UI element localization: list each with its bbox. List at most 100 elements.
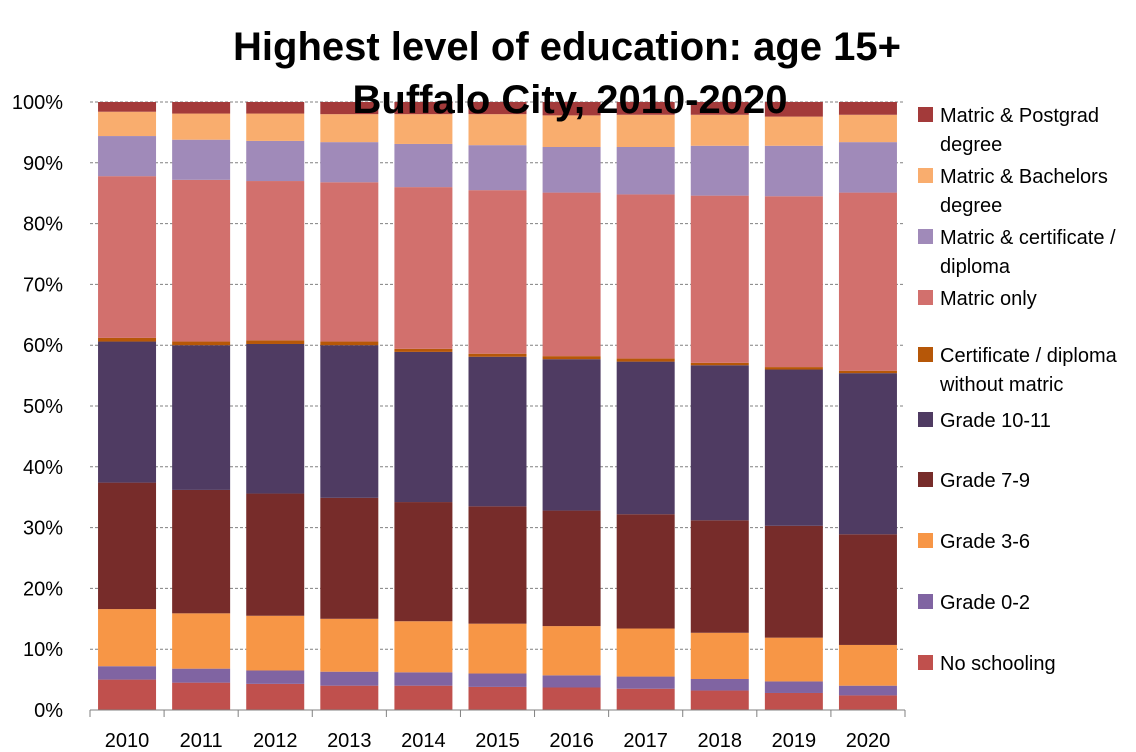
y-tick-label: 80% bbox=[23, 214, 63, 236]
legend-label: Grade 10-11 bbox=[940, 410, 1051, 432]
bar-segment bbox=[468, 356, 527, 507]
x-tick-label: 2015 bbox=[475, 730, 520, 752]
legend-item: Grade 7-9 bbox=[918, 470, 1030, 492]
bar-segment bbox=[542, 146, 601, 193]
bar-segment bbox=[468, 623, 527, 674]
legend-swatch bbox=[918, 290, 933, 305]
bar-segment bbox=[394, 685, 453, 710]
x-tick-label: 2014 bbox=[401, 730, 446, 752]
bar-segment bbox=[320, 685, 379, 710]
bar-segment bbox=[98, 341, 157, 483]
bar-segment bbox=[172, 345, 231, 490]
legend-item: Grade 0-2 bbox=[918, 592, 1030, 614]
bar-segment bbox=[172, 139, 231, 180]
bar-segment bbox=[838, 192, 897, 371]
bar-segment bbox=[98, 666, 157, 680]
legend-label: Matric only bbox=[940, 288, 1037, 310]
legend-label: Grade 0-2 bbox=[940, 592, 1030, 614]
bar-segment bbox=[764, 637, 823, 682]
x-tick-label: 2011 bbox=[180, 730, 223, 752]
bar-segment bbox=[764, 681, 823, 693]
bar-segment bbox=[690, 195, 749, 363]
chart-title: Highest level of education: age 15+ bbox=[233, 25, 901, 69]
bar-segment bbox=[468, 190, 527, 354]
bar-segment bbox=[468, 145, 527, 191]
bar-segment bbox=[98, 176, 157, 338]
x-tick-label: 2018 bbox=[698, 730, 743, 752]
bar-segment bbox=[764, 692, 823, 710]
bar-segment bbox=[616, 676, 675, 689]
bar-segment bbox=[616, 194, 675, 359]
legend-label: Grade 7-9 bbox=[940, 470, 1030, 492]
y-tick-label: 100% bbox=[12, 92, 63, 114]
y-tick-label: 70% bbox=[23, 274, 63, 296]
bar-segment bbox=[320, 497, 379, 619]
x-tick-label: 2010 bbox=[105, 730, 150, 752]
bar-segment bbox=[838, 695, 897, 710]
bar-segment bbox=[172, 489, 231, 614]
bar-segment bbox=[246, 102, 305, 114]
bar-segment bbox=[320, 102, 379, 115]
bar-segment bbox=[394, 143, 453, 188]
bar-segment bbox=[98, 482, 157, 610]
legend-label: Certificate / diploma bbox=[940, 345, 1118, 367]
bar-segment bbox=[172, 179, 231, 342]
bar-segment bbox=[764, 102, 823, 117]
x-tick-label: 2020 bbox=[846, 730, 891, 752]
legend-label: diploma bbox=[940, 256, 1011, 278]
legend-swatch bbox=[918, 533, 933, 548]
legend-label: No schooling bbox=[940, 653, 1056, 675]
bar-segment bbox=[616, 146, 675, 195]
bar-segment bbox=[246, 670, 305, 684]
legend-swatch bbox=[918, 107, 933, 122]
legend-label: Matric & certificate / bbox=[940, 227, 1116, 249]
bars bbox=[98, 102, 897, 710]
bar-segment bbox=[394, 672, 453, 686]
bar-segment bbox=[98, 111, 157, 137]
legend-swatch bbox=[918, 168, 933, 183]
bar-segment bbox=[542, 359, 601, 511]
bar-segment bbox=[172, 341, 231, 346]
bar-segment bbox=[468, 673, 527, 687]
legend-item: No schooling bbox=[918, 653, 1056, 675]
bar-segment bbox=[616, 361, 675, 515]
bar-segment bbox=[320, 114, 379, 143]
x-tick-label: 2016 bbox=[549, 730, 594, 752]
bar-segment bbox=[98, 337, 157, 342]
x-tick-label: 2012 bbox=[253, 730, 298, 752]
bar-segment bbox=[542, 626, 601, 676]
bar-segment bbox=[764, 145, 823, 197]
bar-segment bbox=[838, 534, 897, 645]
bar-segment bbox=[320, 671, 379, 686]
bar-segment bbox=[838, 142, 897, 193]
bar-segment bbox=[616, 114, 675, 147]
bar-segment bbox=[690, 362, 749, 366]
bar-segment bbox=[690, 690, 749, 710]
bar-segment bbox=[838, 114, 897, 143]
axes: 0% 10% 20% 30% 40% 50% 60% 70% 80% 90% 100% 2010 201… bbox=[12, 92, 906, 752]
bar-segment bbox=[542, 675, 601, 688]
bar-segment bbox=[246, 683, 305, 710]
bar-segment bbox=[246, 113, 305, 141]
bar-segment bbox=[172, 613, 231, 669]
bar-segment bbox=[172, 113, 231, 140]
bar-segment bbox=[320, 341, 379, 346]
bar-segment bbox=[394, 114, 453, 144]
bar-segment bbox=[764, 369, 823, 526]
legend-item: Grade 10-11 bbox=[918, 410, 1051, 432]
bar-segment bbox=[690, 102, 749, 115]
legend-item: Certificate / diploma without matric bbox=[918, 345, 1118, 396]
bar-segment bbox=[616, 628, 675, 677]
bar-segment bbox=[98, 609, 157, 667]
bar-segment bbox=[838, 373, 897, 535]
x-tick-label: 2019 bbox=[772, 730, 817, 752]
legend-item: Matric & Postgrad degree bbox=[918, 105, 1099, 156]
bar-segment bbox=[838, 685, 897, 696]
bar-segment bbox=[838, 370, 897, 374]
bar-segment bbox=[98, 679, 157, 710]
legend-label: degree bbox=[940, 134, 1002, 156]
x-tick-label: 2013 bbox=[327, 730, 372, 752]
bar-segment bbox=[320, 345, 379, 498]
